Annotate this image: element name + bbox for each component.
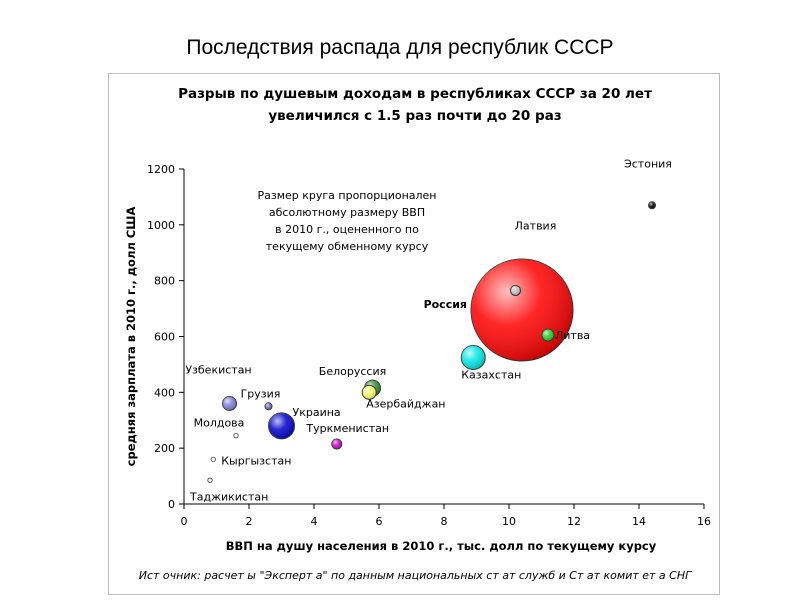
bubble-Кыргызстан	[210, 456, 216, 462]
bubble-Украина-shade	[268, 412, 295, 439]
x-tick-label: 8	[441, 515, 448, 528]
size-note-line: абсолютному размеру ВВП	[269, 206, 425, 219]
x-tick-label: 16	[697, 515, 711, 528]
point-label: Грузия	[241, 387, 281, 400]
x-tick-label: 14	[632, 515, 646, 528]
bubble-Узбекистан-shade	[222, 396, 237, 411]
y-tick-label: 0	[168, 498, 175, 511]
point-label: Эстония	[624, 157, 672, 170]
point-label: Туркменистан	[305, 422, 389, 435]
bubble-Молдова	[233, 433, 239, 439]
bubble-Литва-shade	[542, 329, 554, 342]
point-label: Таджикистан	[189, 490, 268, 503]
bubble-Азербайджан-shade	[362, 385, 377, 400]
y-tick-label: 800	[154, 275, 175, 288]
y-tick-label: 600	[154, 331, 175, 344]
y-tick-label: 1000	[147, 219, 175, 232]
y-tick-label: 1200	[147, 163, 175, 176]
bubble-Таджикистан	[207, 477, 213, 483]
bubble-Россия-shade	[471, 258, 573, 361]
y-tick-label: 400	[154, 386, 175, 399]
x-tick-label: 6	[376, 515, 383, 528]
x-tick-label: 2	[246, 515, 253, 528]
y-tick-label: 200	[154, 442, 175, 455]
x-tick-label: 4	[311, 515, 318, 528]
point-label: Россия	[424, 298, 467, 311]
point-label: Кыргызстан	[221, 454, 291, 467]
x-tick-label: 0	[181, 515, 188, 528]
point-label: Белоруссия	[319, 365, 386, 378]
bubble-Казахстан-shade	[461, 345, 486, 370]
x-tick-label: 12	[567, 515, 581, 528]
bubble-Эстония-shade	[648, 201, 656, 209]
point-label: Литва	[555, 329, 590, 342]
bubble-Туркменистан-shade	[331, 438, 342, 449]
point-label: Украина	[293, 406, 341, 419]
source-note: Ист очник: расчет ы "Эксперт а" по данны…	[139, 569, 692, 582]
x-axis-title: ВВП на душу населения в 2010 г., тыс. до…	[226, 539, 657, 553]
chart-title-line: Разрыв по душевым доходам в республиках …	[178, 86, 652, 102]
size-note-line: Размер круга пропорционален	[257, 189, 436, 202]
bubble-Латвия-shade	[510, 285, 521, 296]
point-label: Латвия	[515, 219, 557, 232]
bubble-chart: Разрыв по душевым доходам в республиках …	[124, 86, 711, 582]
point-label: Молдова	[194, 417, 245, 430]
y-axis-title: средняя зарплата в 2010 г., долл США	[124, 207, 138, 467]
chart-frame: Разрыв по душевым доходам в республиках …	[108, 73, 720, 595]
point-label: Казахстан	[461, 368, 521, 381]
bubble-Грузия-shade	[265, 402, 272, 410]
slide-title: Последствия распада для республик СССР	[186, 36, 614, 59]
size-note-line: текущему обменному курсу	[266, 240, 429, 253]
size-note-line: в 2010 г., оцененного по	[275, 223, 419, 236]
x-tick-label: 10	[502, 515, 516, 528]
point-label: Узбекистан	[185, 364, 251, 377]
chart-title-line: увеличился с 1.5 раз почти до 20 раз	[268, 108, 561, 124]
point-label: Азербайджан	[366, 397, 445, 410]
